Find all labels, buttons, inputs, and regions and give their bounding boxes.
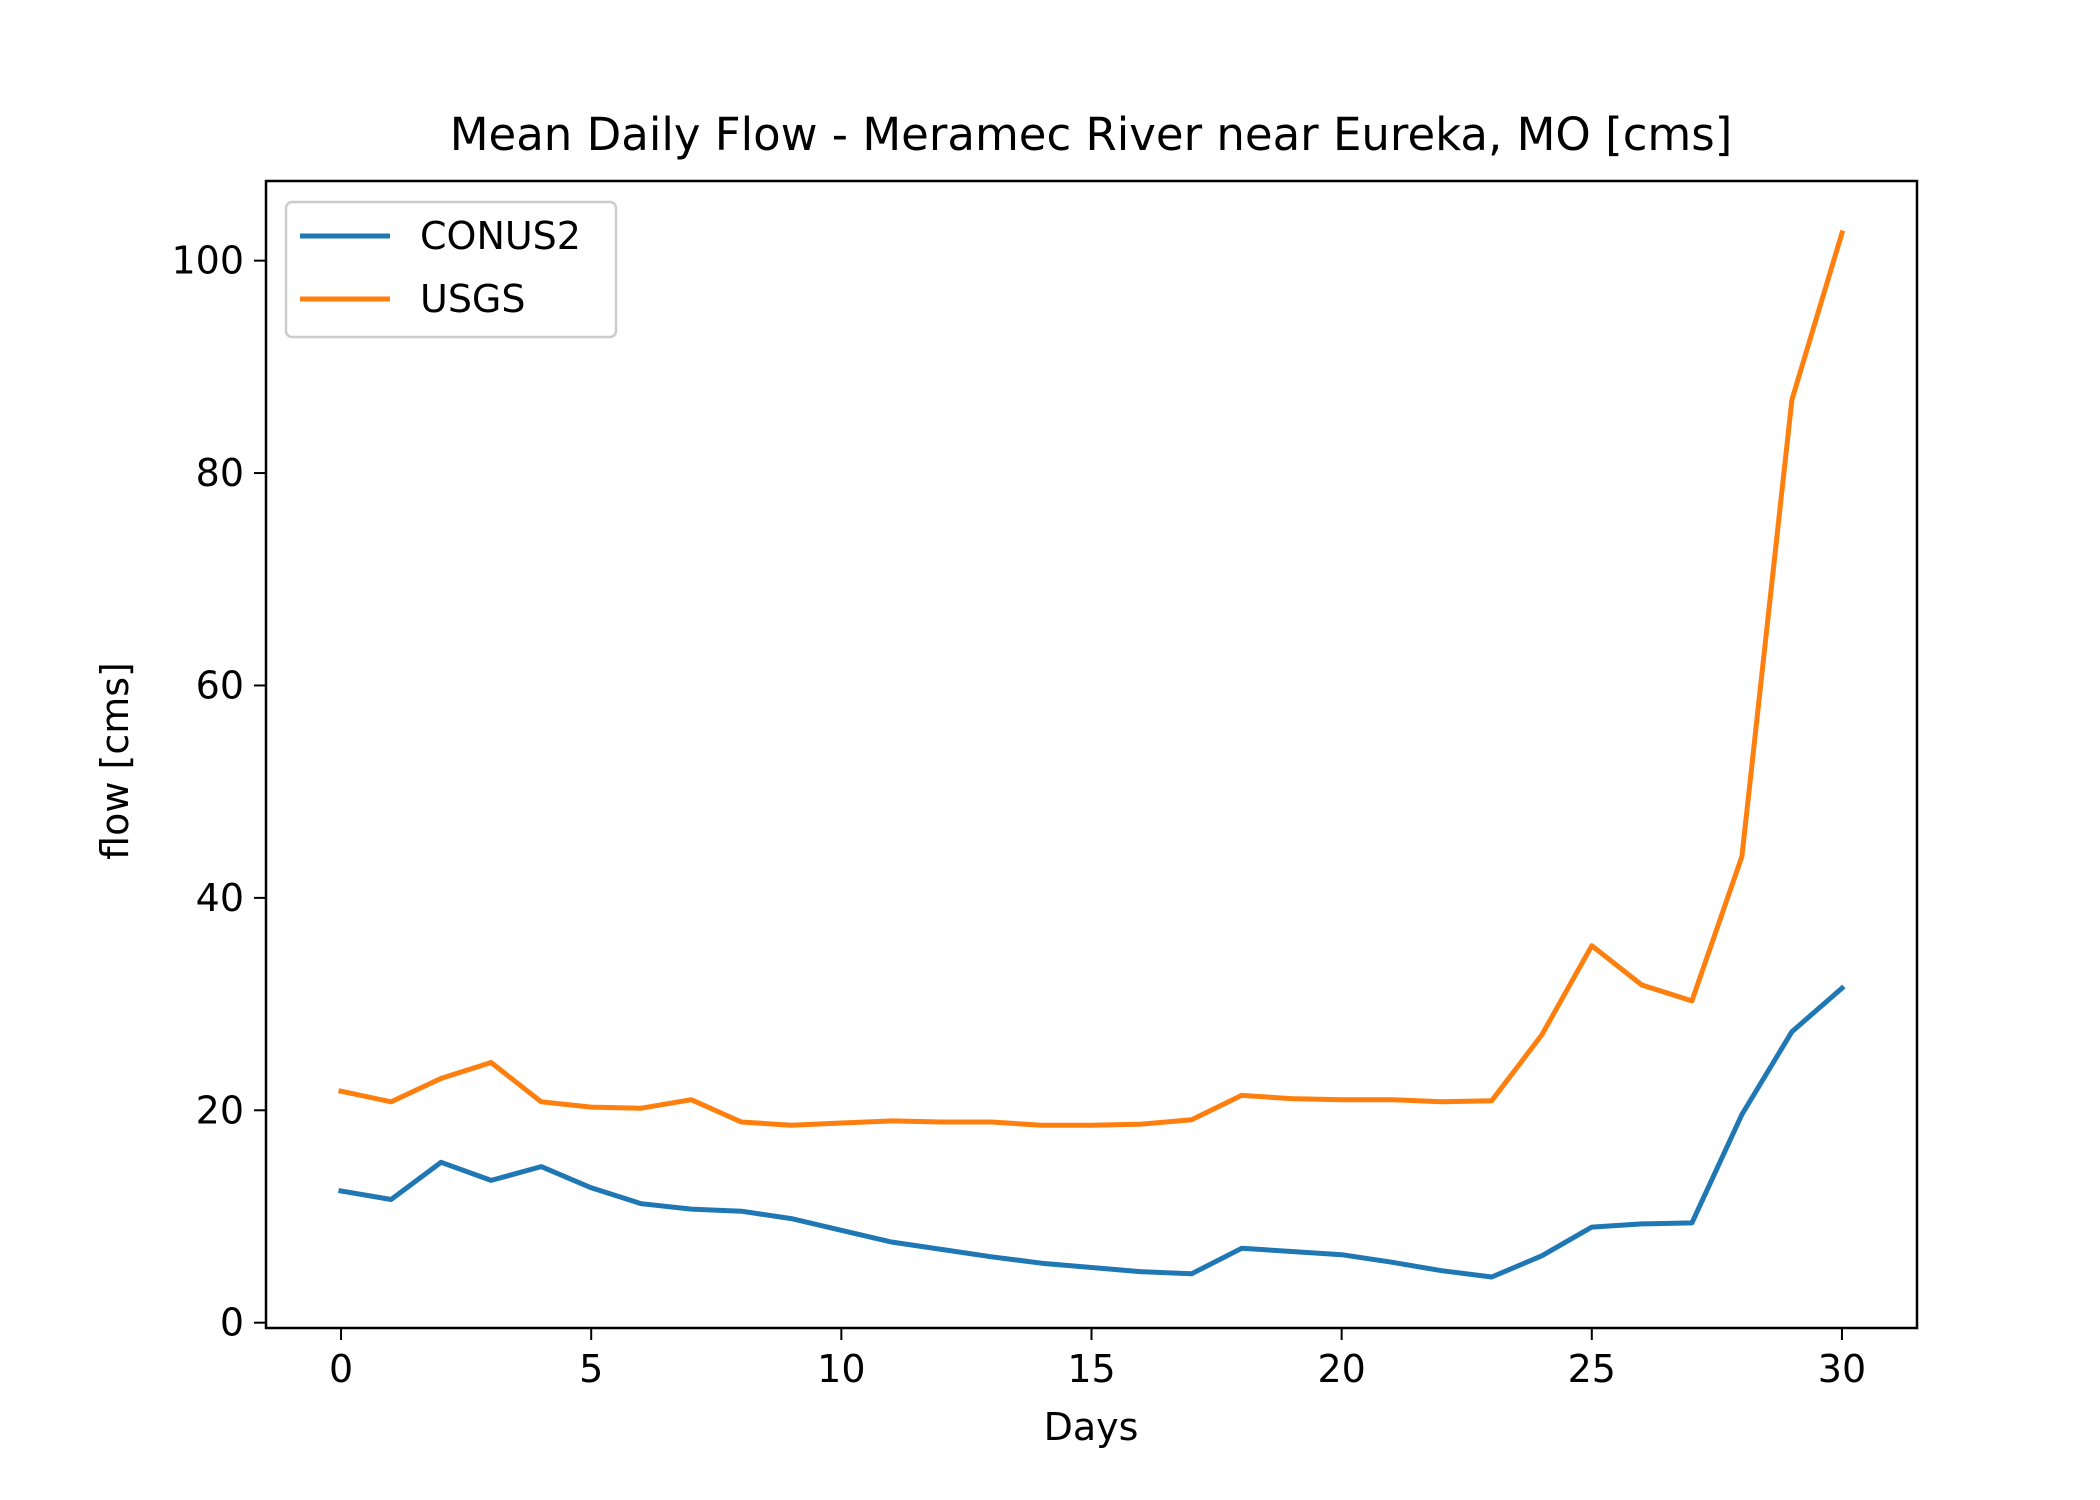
x-tick-label: 20 xyxy=(1317,1347,1365,1391)
x-tick-label: 5 xyxy=(579,1347,603,1391)
x-tick-label: 0 xyxy=(329,1347,353,1391)
x-tick-label: 25 xyxy=(1568,1347,1616,1391)
series-line-usgs xyxy=(338,229,1846,1128)
legend-label-conus2: CONUS2 xyxy=(420,214,581,258)
x-axis-label: Days xyxy=(1044,1405,1139,1449)
y-axis-label: flow [cms] xyxy=(93,662,137,860)
x-tick-label: 30 xyxy=(1818,1347,1866,1391)
y-tick-label: 0 xyxy=(220,1301,244,1345)
chart-title: Mean Daily Flow - Meramec River near Eur… xyxy=(450,108,1733,161)
x-tick-label: 15 xyxy=(1067,1347,1115,1391)
y-tick-label: 60 xyxy=(196,663,244,707)
plot-area xyxy=(264,179,1919,1330)
x-axis: 0 5 10 15 20 25 30 xyxy=(329,1328,1866,1391)
legend: CONUS2 USGS xyxy=(284,200,618,339)
y-tick-label: 100 xyxy=(171,239,244,283)
x-tick-label: 10 xyxy=(817,1347,865,1391)
y-tick-label: 40 xyxy=(196,876,244,920)
y-tick-label: 20 xyxy=(196,1088,244,1132)
y-tick-label: 80 xyxy=(196,451,244,495)
plot-frame xyxy=(264,179,1919,1330)
series-line-conus2 xyxy=(338,984,1846,1280)
legend-label-usgs: USGS xyxy=(420,277,526,321)
y-axis: 0 20 40 60 80 100 xyxy=(171,239,266,1345)
